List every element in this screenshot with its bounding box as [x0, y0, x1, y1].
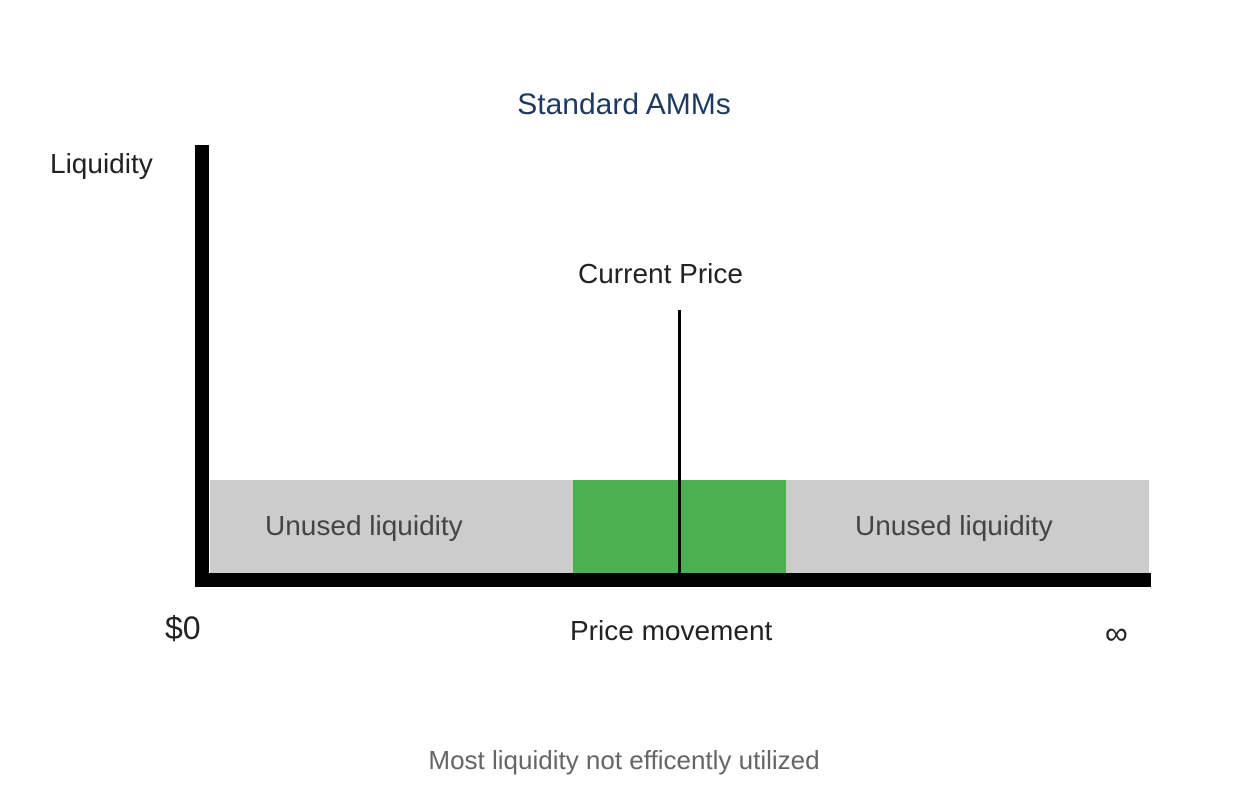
- y-axis-label: Liquidity: [50, 148, 153, 180]
- chart-title: Standard AMMs: [517, 88, 730, 122]
- unused-liquidity-right-label: Unused liquidity: [855, 510, 1053, 542]
- x-axis-end-label: ∞: [1105, 615, 1128, 652]
- current-price-line: [678, 310, 681, 574]
- liquidity-diagram: Standard AMMs Liquidity Unused liquidity…: [0, 0, 1248, 808]
- y-axis: [195, 145, 209, 585]
- x-axis-label: Price movement: [570, 615, 772, 647]
- caption: Most liquidity not efficently utilized: [428, 745, 819, 776]
- x-axis-start-label: $0: [165, 610, 201, 647]
- x-axis: [195, 573, 1151, 587]
- current-price-label: Current Price: [578, 258, 743, 290]
- unused-liquidity-left-label: Unused liquidity: [265, 510, 463, 542]
